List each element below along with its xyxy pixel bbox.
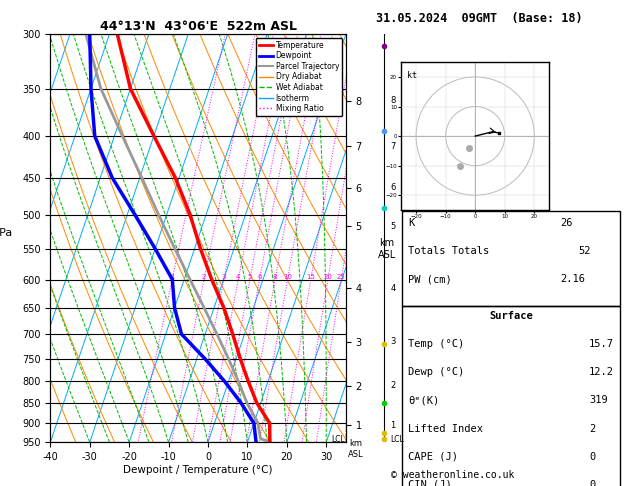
Text: 3: 3 — [221, 274, 226, 279]
Title: 44°13'N  43°06'E  522m ASL: 44°13'N 43°06'E 522m ASL — [99, 20, 297, 33]
Bar — [402, 306, 620, 486]
Text: 52: 52 — [578, 246, 591, 256]
Text: 0: 0 — [589, 451, 596, 462]
Text: CIN (J): CIN (J) — [408, 480, 452, 486]
Text: 2: 2 — [202, 274, 206, 279]
Text: 1: 1 — [170, 274, 174, 279]
Text: kt: kt — [407, 71, 417, 80]
Text: θᵉ(K): θᵉ(K) — [408, 396, 440, 405]
Text: 8: 8 — [390, 96, 396, 105]
Text: 6: 6 — [390, 183, 396, 192]
Text: 5: 5 — [248, 274, 252, 279]
Text: PW (cm): PW (cm) — [408, 274, 452, 284]
Text: 26: 26 — [560, 218, 572, 228]
Text: 31.05.2024  09GMT  (Base: 18): 31.05.2024 09GMT (Base: 18) — [376, 12, 582, 25]
Text: Temp (°C): Temp (°C) — [408, 339, 465, 349]
Text: 12.2: 12.2 — [589, 367, 614, 378]
Text: 10: 10 — [283, 274, 292, 279]
Y-axis label: hPa: hPa — [0, 228, 13, 238]
Legend: Temperature, Dewpoint, Parcel Trajectory, Dry Adiabat, Wet Adiabat, Isotherm, Mi: Temperature, Dewpoint, Parcel Trajectory… — [256, 38, 342, 116]
Text: 4: 4 — [236, 274, 240, 279]
X-axis label: Dewpoint / Temperature (°C): Dewpoint / Temperature (°C) — [123, 465, 273, 475]
Text: 5: 5 — [390, 222, 396, 230]
Bar — [402, 211, 620, 306]
Text: CAPE (J): CAPE (J) — [408, 451, 459, 462]
Text: 319: 319 — [589, 396, 608, 405]
Text: 0: 0 — [589, 480, 596, 486]
Text: 15: 15 — [306, 274, 315, 279]
Text: 25: 25 — [337, 274, 346, 279]
Text: 2.16: 2.16 — [560, 274, 585, 284]
Text: 20: 20 — [323, 274, 332, 279]
Text: km
ASL: km ASL — [348, 439, 363, 459]
Text: 3: 3 — [390, 337, 396, 346]
Text: Surface: Surface — [489, 311, 533, 321]
Y-axis label: km
ASL: km ASL — [378, 238, 396, 260]
Text: K: K — [408, 218, 415, 228]
Text: Lifted Index: Lifted Index — [408, 424, 483, 434]
Text: 15.7: 15.7 — [589, 339, 614, 349]
Text: © weatheronline.co.uk: © weatheronline.co.uk — [391, 470, 515, 480]
Text: Dewp (°C): Dewp (°C) — [408, 367, 465, 378]
Text: 7: 7 — [390, 142, 396, 151]
Text: 2: 2 — [589, 424, 596, 434]
Text: 4: 4 — [390, 284, 396, 293]
Text: LCL: LCL — [390, 435, 404, 444]
Text: 8: 8 — [273, 274, 277, 279]
Text: Totals Totals: Totals Totals — [408, 246, 489, 256]
Text: 6: 6 — [257, 274, 262, 279]
Text: 1: 1 — [390, 420, 396, 430]
Text: 2: 2 — [390, 382, 396, 390]
Text: LCL: LCL — [331, 435, 345, 444]
